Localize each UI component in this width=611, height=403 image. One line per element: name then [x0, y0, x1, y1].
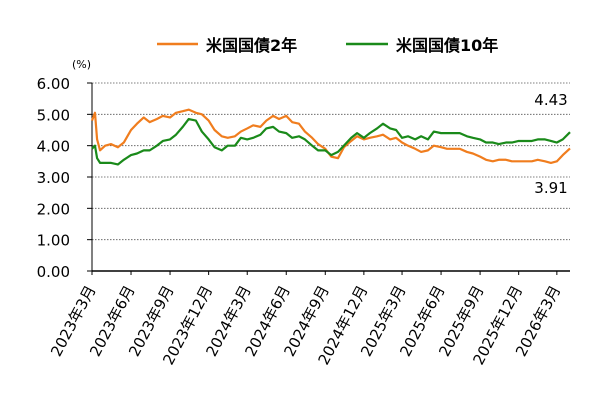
end-label-10y: 4.43 [534, 91, 567, 109]
y-axis: 0.00 1.00 2.00 3.00 4.00 5.00 6.00 [37, 75, 93, 281]
legend-label-10y: 米国国債10年 [396, 36, 498, 55]
unit-label: (%) [72, 58, 91, 71]
series-line-2y [90, 108, 571, 164]
y-tick-label: 1.00 [37, 232, 70, 250]
legend-label-2y: 米国国債2年 [206, 36, 297, 55]
end-labels: 4.43 3.91 [534, 91, 567, 197]
y-tick-label: 6.00 [37, 75, 70, 93]
end-label-2y: 3.91 [534, 179, 567, 197]
y-tick-label: 2.00 [37, 200, 70, 218]
y-tick-label: 0.00 [37, 263, 70, 281]
legend: 米国国債2年 米国国債10年 [157, 36, 498, 55]
series-lines [90, 108, 571, 166]
y-tick-label: 5.00 [37, 106, 70, 124]
series-line-10y [91, 117, 571, 166]
grid [92, 82, 570, 241]
y-tick-label: 4.00 [37, 138, 70, 156]
x-axis: 2023年3月2023年6月2023年9月2023年12月2024年3月2024… [47, 270, 570, 368]
y-tick-label: 3.00 [37, 169, 70, 187]
